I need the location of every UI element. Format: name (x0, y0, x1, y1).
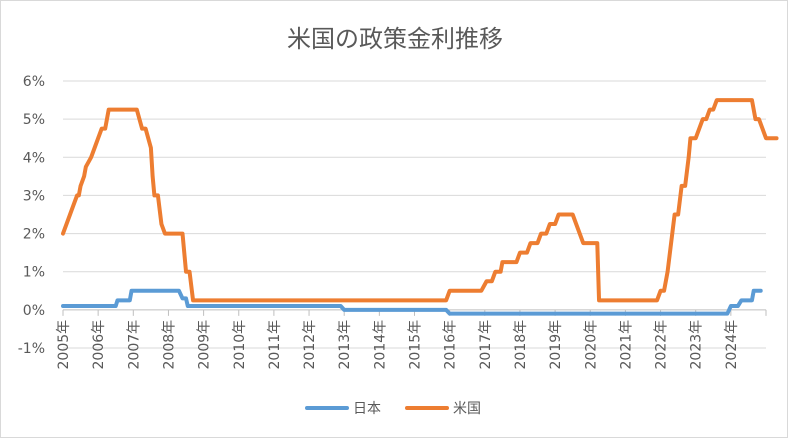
x-axis: 2005年 2006年 2007年 2008年 2009年 2010年 2011年 2012年… (56, 309, 767, 370)
x-tick-label: 2007年 (126, 320, 142, 370)
y-axis-tick-labels: -1% 0% 1% 2% 3% 4% 5% 6% (18, 74, 45, 357)
x-tick-label: 2020年 (583, 320, 599, 370)
x-tick-label: 2013年 (337, 320, 353, 370)
y-tick-label: 2% (23, 227, 45, 243)
x-tick-label: 2021年 (618, 320, 634, 370)
legend: 日本 米国 (305, 401, 481, 417)
x-tick-label: 2009年 (197, 320, 213, 370)
series-line-japan (61, 288, 763, 316)
x-tick-label: 2015年 (408, 320, 424, 370)
y-tick-label: 0% (23, 303, 45, 319)
chart-title: 米国の政策金利推移 (287, 25, 503, 53)
x-tick-label: 2022年 (654, 320, 670, 370)
y-tick-label: 1% (23, 265, 45, 281)
y-tick-label: 6% (23, 74, 45, 90)
y-tick-label: 3% (23, 188, 45, 204)
x-tick-label: 2005年 (56, 320, 72, 370)
x-tick-label: 2017年 (478, 320, 494, 370)
y-tick-label: -1% (18, 341, 45, 357)
x-tick-label: 2010年 (232, 320, 248, 370)
x-tick-label: 2016年 (443, 320, 459, 370)
x-tick-label: 2023年 (689, 320, 705, 370)
x-tick-label: 2018年 (513, 320, 529, 370)
x-tick-label: 2014年 (372, 320, 388, 370)
y-tick-label: 5% (23, 112, 45, 128)
legend-label: 米国 (453, 401, 481, 417)
y-tick-label: 4% (23, 150, 45, 166)
series-line-usa (61, 98, 779, 303)
x-tick-label: 2024年 (724, 320, 740, 370)
x-tick-label: 2019年 (548, 320, 564, 370)
x-tick-label: 2011年 (267, 320, 283, 370)
x-tick-label: 2006年 (91, 320, 107, 370)
legend-label: 日本 (353, 401, 381, 417)
x-tick-label: 2008年 (161, 320, 177, 370)
x-tick-label: 2012年 (302, 320, 318, 370)
series-lines (61, 98, 779, 316)
